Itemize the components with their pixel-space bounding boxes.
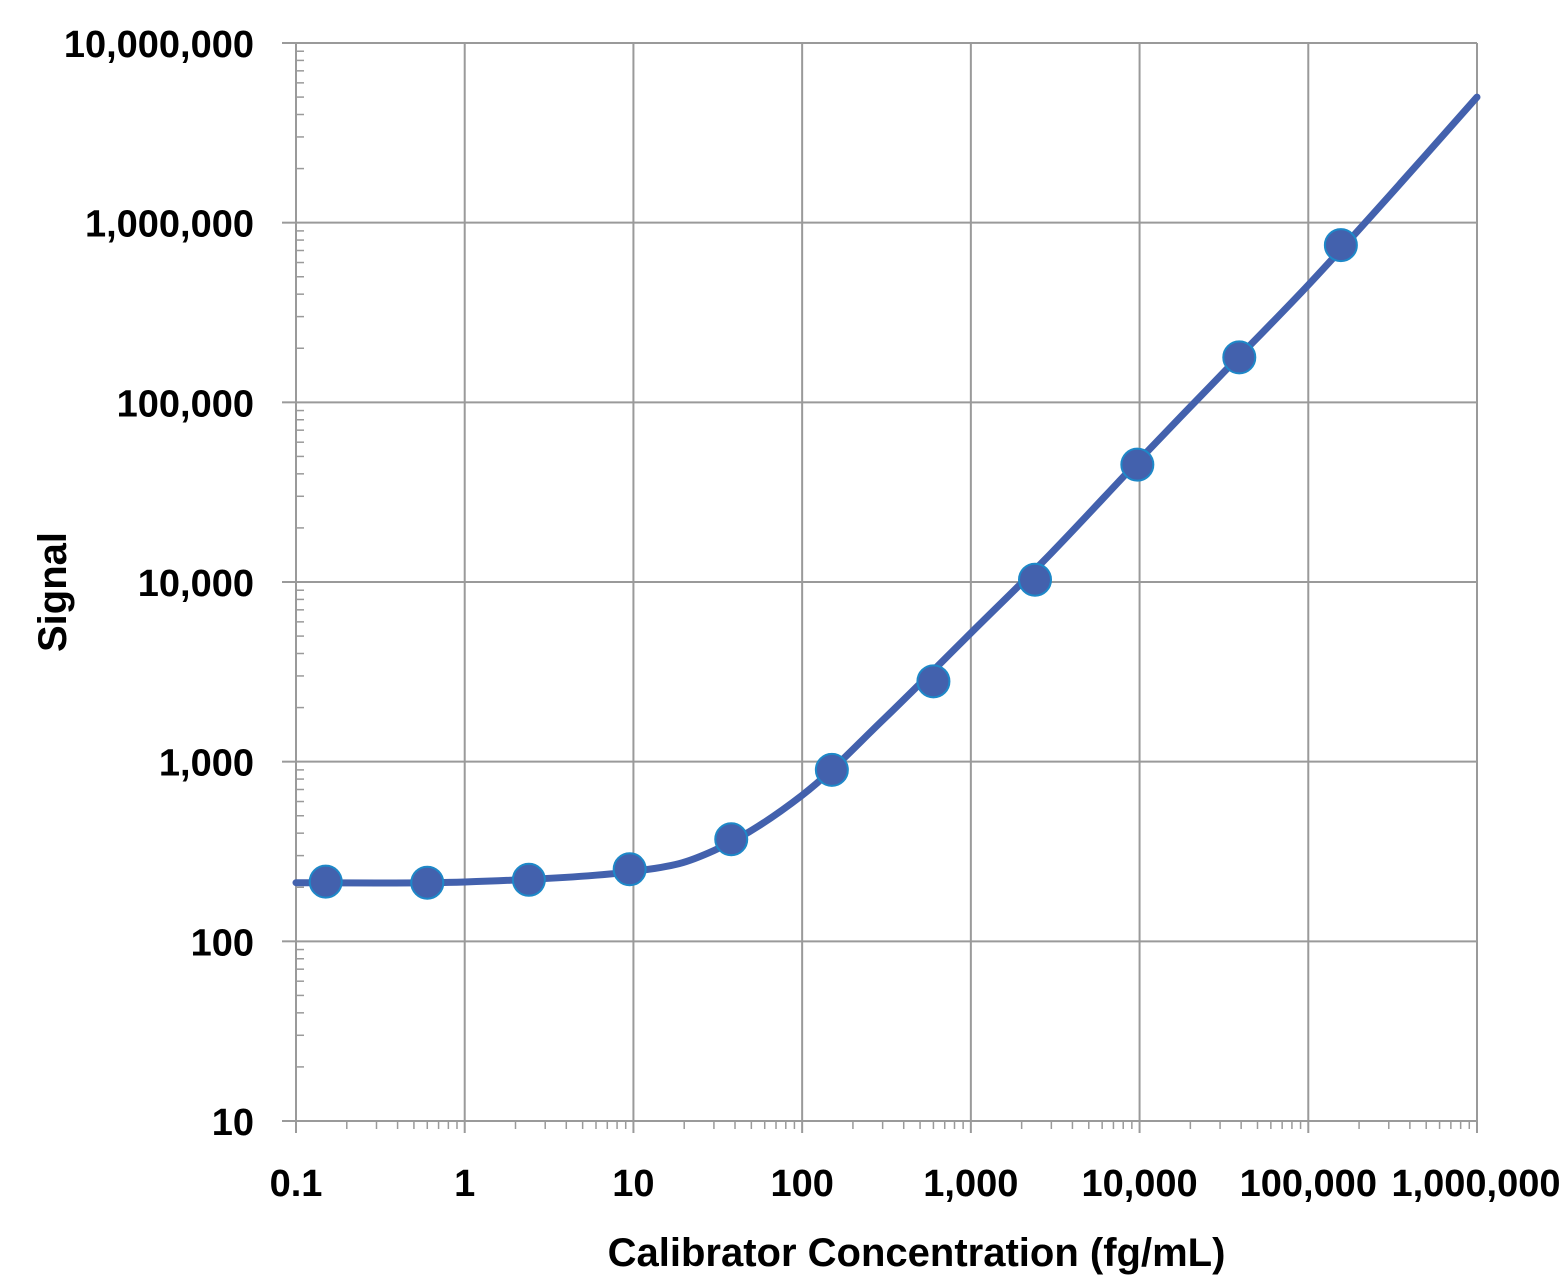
- data-point: [1323, 228, 1358, 263]
- data-point: [1222, 340, 1257, 375]
- x-tick-label: 100,000: [1240, 1163, 1377, 1205]
- x-tick-label: 1,000: [923, 1163, 1018, 1205]
- x-tick-label: 10,000: [1081, 1163, 1197, 1205]
- minor-ticks: [296, 50, 1471, 1129]
- grid: [295, 42, 1478, 1122]
- data-point: [916, 664, 951, 699]
- data-points: [308, 228, 1358, 900]
- data-point: [308, 864, 343, 899]
- data-point: [410, 865, 445, 900]
- fit-curve: [292, 93, 1481, 887]
- x-tick-labels: 0.1 1 10 100 1,000 10,000 100,000 1,000,000: [270, 1163, 1561, 1205]
- data-point: [1120, 447, 1155, 482]
- y-tick-labels: 10 100 1,000 10,000 100,000 1,000,000 10,000,0…: [64, 24, 254, 1144]
- data-point: [814, 752, 849, 787]
- data-point: [511, 862, 546, 897]
- x-tick-label: 1: [454, 1163, 475, 1205]
- x-tick-label: 100: [770, 1163, 833, 1205]
- y-tick-label: 1,000: [159, 743, 254, 785]
- y-tick-label: 1,000,000: [85, 204, 254, 246]
- data-point: [612, 852, 647, 887]
- y-axis-title: Signal: [31, 532, 75, 652]
- y-tick-label: 100: [191, 922, 254, 964]
- y-tick-label: 10: [212, 1102, 254, 1144]
- x-tick-label: 0.1: [270, 1163, 323, 1205]
- y-tick-label: 10,000: [138, 563, 254, 605]
- x-tick-label: 10: [612, 1163, 654, 1205]
- data-point: [1018, 562, 1053, 597]
- y-tick-label: 10,000,000: [64, 24, 254, 66]
- axes: [282, 42, 1478, 1133]
- x-axis-title: Calibrator Concentration (fg/mL): [608, 1231, 1226, 1275]
- data-point: [714, 822, 749, 857]
- y-tick-label: 100,000: [117, 383, 254, 425]
- x-tick-label: 1,000,000: [1391, 1163, 1560, 1205]
